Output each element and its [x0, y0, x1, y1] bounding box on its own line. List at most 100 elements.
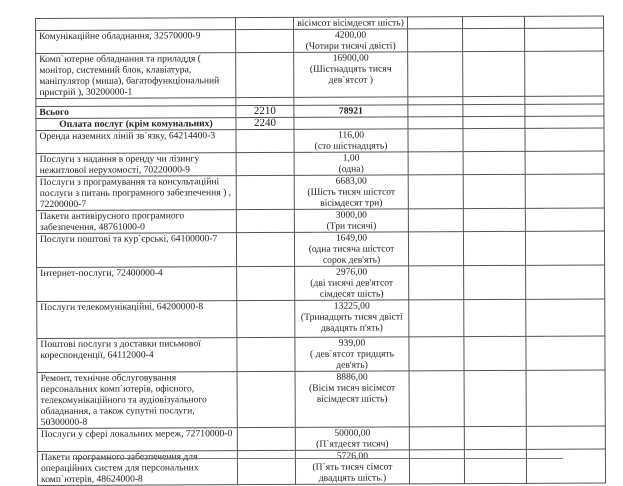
- amount-cell: 8886,00(Вісім тисяч вісімсот вісімдесят …: [295, 371, 409, 427]
- table-row: Поштові послуги з доставки письмової кор…: [37, 336, 605, 372]
- empty-cell: [464, 449, 526, 483]
- kekv-code: [236, 209, 294, 232]
- amount-cell: вісімсот вісімдесят шість): [293, 17, 407, 29]
- table-row: Послуги з надання в оренду чи лізингу не…: [36, 151, 604, 176]
- empty-cell: [408, 175, 463, 209]
- amount-cell: 5726,00(П`ять тисяч сімсот двадцять шіст…: [295, 450, 409, 484]
- amount: 116,00: [297, 129, 404, 140]
- kekv-code: [237, 337, 295, 371]
- kekv-code: [237, 300, 295, 337]
- kekv-code: [237, 450, 295, 484]
- empty-cell: [525, 208, 604, 231]
- item-name: Інтернет-послуги, 72400000-4: [37, 267, 237, 302]
- amount: 1,00: [298, 152, 405, 163]
- table-row: Послуги з програмування та консультаційн…: [36, 174, 604, 210]
- empty-cell: [409, 371, 464, 427]
- item-name: Всього: [36, 106, 236, 119]
- amount: 5726,00: [299, 450, 406, 461]
- empty-cell: [464, 336, 526, 370]
- empty-cell: [525, 28, 604, 51]
- item-name: Послуги з надання в оренду чи лізингу не…: [36, 153, 236, 177]
- empty-cell: [462, 16, 524, 28]
- kekv-code: [236, 152, 294, 175]
- budget-table: вісімсот вісімдесят шість) Комунікаційне …: [35, 16, 606, 486]
- empty-cell: [464, 299, 526, 336]
- empty-cell: [408, 117, 463, 129]
- table-row: Послуги у сфері локальних мереж, 7271000…: [37, 426, 605, 451]
- item-name: Оренда наземних ліній зв`язку, 64214400-…: [36, 130, 236, 154]
- empty-cell: [525, 231, 604, 265]
- amount-cell: 16900,00(Шістнадцять тисяч дев`ятсот ): [294, 52, 408, 97]
- empty-cell: [526, 426, 605, 449]
- amount-cell: 939,00( дев`ятсот тридцять дев'ять): [295, 337, 409, 371]
- item-name: Оплата послуг (крім комунальних): [36, 118, 236, 131]
- kekv-code: [236, 232, 294, 266]
- empty-cell: [525, 116, 604, 128]
- amount-in-words: (Вісім тисяч вісімсот вісімдесят шість): [299, 382, 406, 404]
- empty-cell: [526, 370, 605, 426]
- item-name: Пакети програмного забезпечення для опер…: [37, 451, 237, 486]
- amount-cell: 2976,00(дві тисячі дев'ятсот сімдесят ші…: [295, 266, 409, 300]
- empty-cell: [409, 427, 464, 450]
- table-row: Оренда наземних ліній зв`язку, 64214400-…: [36, 128, 604, 153]
- empty-cell: [463, 51, 525, 96]
- amount: 4200,00: [297, 29, 404, 40]
- amount: 13225,00: [298, 300, 405, 311]
- item-name: Послуги у сфері локальних мереж, 7271000…: [37, 428, 237, 452]
- empty-cell: [463, 96, 525, 104]
- empty-cell: [526, 299, 605, 336]
- kekv-code: [236, 129, 294, 152]
- empty-cell: [525, 128, 604, 151]
- table-row: Послуги поштові та кур`єрські, 64100000-…: [36, 231, 604, 267]
- empty-cell: [408, 129, 463, 152]
- kekv-code: [236, 17, 294, 29]
- amount-in-words: (Шістнадцять тисяч дев`ятсот ): [297, 63, 404, 85]
- table-row: Інтернет-послуги, 72400000-4 2976,00(дві …: [37, 265, 605, 301]
- kekv-code: [236, 29, 294, 52]
- kekv-code: 2210: [236, 105, 294, 117]
- empty-cell: [408, 152, 463, 175]
- amount: 6683,00: [298, 175, 405, 186]
- amount: 8886,00: [299, 371, 406, 382]
- amount-in-words: (Три тисячі): [298, 220, 405, 231]
- table-row: Пакети антивірусного програмного забезпе…: [36, 208, 604, 233]
- empty-cell: [463, 28, 525, 51]
- amount-in-words: (Шість тисяч шістсот вісімдесят три): [298, 186, 405, 208]
- empty-cell: [464, 265, 526, 299]
- empty-cell: [464, 370, 526, 426]
- empty-cell: [526, 449, 605, 483]
- amount-in-words: вісімсот вісімдесят шість): [297, 17, 404, 28]
- empty-cell: [463, 174, 525, 208]
- item-name: Послуги телекомунікаційні, 64200000-8: [37, 301, 237, 339]
- amount: 78921: [297, 105, 404, 116]
- item-name: Ремонт, технічне обслуговування персонал…: [37, 372, 237, 429]
- amount-cell: 1649,00(одна тисяча шістсот сорок дев'ят…: [294, 232, 408, 266]
- empty-cell: [526, 336, 605, 370]
- empty-cell: [408, 97, 463, 105]
- empty-cell: [526, 265, 605, 299]
- empty-cell: [525, 151, 604, 174]
- amount-in-words: (П`ять тисяч сімсот двадцять шість.): [299, 461, 406, 483]
- empty-cell: [525, 104, 604, 116]
- item-name: Комп`ютерне обладнання та приладдя ( мон…: [36, 53, 236, 99]
- empty-cell: [408, 29, 463, 52]
- empty-cell: [463, 208, 525, 231]
- item-name: Комунікаційне обладнання, 32570000-9: [36, 30, 236, 54]
- amount-cell: [294, 117, 408, 129]
- empty-cell: [409, 337, 464, 371]
- amount-cell: 13225,00(Тринадцять тисяч двісті двадцят…: [295, 300, 409, 337]
- empty-cell: [408, 52, 463, 97]
- empty-cell: [463, 104, 525, 116]
- amount: 939,00: [298, 337, 405, 348]
- amount-in-words: (одна тисяча шістсот сорок дев'ять): [298, 243, 405, 265]
- item-name: Пакети антивірусного програмного забезпе…: [36, 210, 236, 234]
- empty-cell: [409, 450, 464, 484]
- empty-cell: [463, 231, 525, 265]
- kekv-code: [237, 427, 295, 450]
- amount-in-words: (сто шістнадцять): [298, 140, 405, 151]
- empty-cell: [525, 174, 604, 208]
- kekv-code: [236, 97, 294, 105]
- table-row: Пакети програмного забезпечення для опер…: [37, 449, 605, 485]
- amount: 16900,00: [297, 52, 404, 63]
- empty-cell: [463, 151, 525, 174]
